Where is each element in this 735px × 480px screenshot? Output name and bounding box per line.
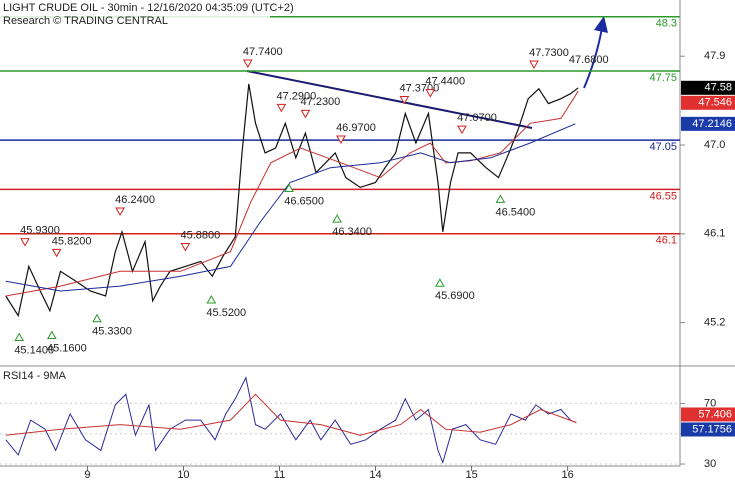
last-value-box	[681, 422, 735, 437]
last-value-box	[681, 407, 735, 422]
panel-title: RSI14 - 9MA	[3, 370, 67, 382]
high-label: 46.2400	[115, 194, 155, 206]
last-value-label: 57.1756	[692, 423, 732, 435]
x-tick-label: 9	[84, 469, 90, 480]
last-value-label: 57.406	[698, 408, 732, 420]
series-line	[5, 393, 577, 436]
y-tick-label: 47.9	[704, 50, 725, 62]
high-marker	[300, 109, 311, 119]
high-marker	[51, 248, 62, 258]
series-line	[5, 123, 576, 292]
arrow-head	[594, 16, 608, 33]
last-value-box	[681, 95, 735, 110]
y-tick-label: 70	[704, 397, 716, 409]
y-tick-label: 45.2	[704, 316, 725, 328]
high-label: 47.7300	[529, 47, 569, 59]
low-marker	[332, 214, 342, 223]
high-label: 46.9700	[336, 122, 376, 134]
last-value-box	[681, 80, 735, 95]
title-backdrop	[0, 0, 270, 28]
x-tick-label: 14	[369, 469, 381, 480]
low-label: 45.5200	[206, 307, 246, 319]
low-marker	[284, 183, 294, 193]
level-label: 46.55	[649, 190, 677, 202]
target-label: 47.6800	[569, 54, 609, 66]
low-marker	[92, 313, 102, 323]
high-label: 47.7400	[243, 46, 283, 58]
trend-line	[246, 70, 533, 129]
level-label: 47.05	[649, 141, 677, 153]
low-label: 45.1400	[14, 344, 54, 356]
high-marker	[336, 135, 346, 144]
level-label: 46.1	[656, 235, 677, 247]
x-tick-label: 11	[274, 469, 285, 480]
level-label: 48.3	[656, 18, 677, 30]
forecast-arrow	[583, 27, 603, 89]
high-label: 45.8200	[52, 235, 92, 247]
low-label: 45.3300	[92, 326, 132, 338]
high-marker	[457, 125, 467, 135]
level-label: 47.75	[649, 72, 677, 84]
last-value-label: 47.2146	[692, 118, 732, 130]
x-tick-label: 16	[562, 469, 574, 480]
high-marker	[115, 207, 125, 217]
series-line	[5, 90, 579, 297]
low-marker	[47, 330, 57, 340]
y-tick-label: 47.0	[704, 139, 725, 151]
low-label: 46.3400	[332, 226, 372, 238]
high-marker	[180, 243, 191, 252]
series-line	[5, 83, 579, 318]
low-marker	[206, 295, 217, 304]
high-label: 45.9300	[20, 224, 60, 236]
high-marker	[529, 60, 539, 70]
chart-subtitle: Research © TRADING CENTRAL	[3, 15, 168, 27]
high-label: 47.0700	[457, 112, 497, 124]
chart-title: LIGHT CRUDE OIL - 30min - 12/16/2020 04:…	[3, 2, 294, 14]
low-marker	[435, 278, 445, 287]
high-marker	[399, 96, 410, 105]
low-marker	[14, 332, 25, 342]
series-line	[5, 376, 577, 465]
high-label: 47.2900	[277, 90, 317, 102]
low-label: 46.5400	[496, 206, 536, 218]
low-label: 45.1600	[47, 342, 87, 354]
y-tick-label: 30	[704, 458, 716, 470]
low-marker	[495, 194, 506, 203]
high-label: 47.2300	[301, 96, 341, 108]
low-label: 45.6900	[435, 290, 475, 302]
y-tick-label: 46.1	[704, 228, 725, 240]
x-tick-label: 10	[177, 469, 189, 480]
x-tick-label: 15	[465, 469, 477, 480]
high-marker	[425, 89, 436, 98]
high-label: 47.4400	[425, 76, 465, 88]
marks: 47.9 47.0 46.1 45.2 48.3 47.75 47.05 46.55 46.1 4…	[0, 16, 735, 480]
low-label: 46.6500	[284, 195, 324, 207]
high-marker	[242, 59, 253, 69]
high-label: 45.8800	[180, 229, 220, 241]
high-marker	[276, 103, 287, 113]
last-value-label: 47.58	[704, 82, 732, 94]
last-value-label: 47.546	[698, 97, 732, 109]
high-marker	[20, 238, 30, 247]
last-value-box	[681, 116, 735, 131]
